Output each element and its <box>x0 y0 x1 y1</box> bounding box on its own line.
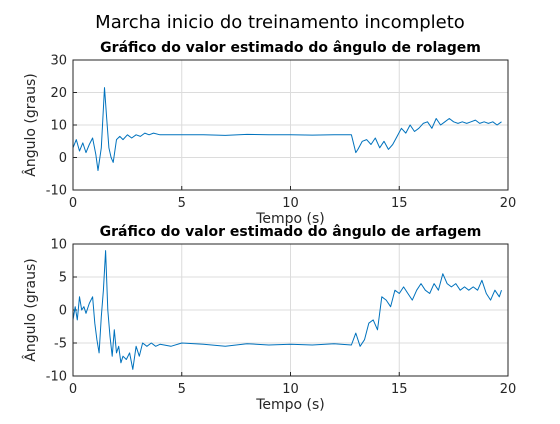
pitch-y-tick-label: 5 <box>59 271 67 286</box>
pitch-x-tick-label: 5 <box>178 382 186 397</box>
pitch-x-tick-label: 15 <box>391 382 408 397</box>
roll-angle-axes: Ângulo (graus) 0 5 10 15 20-100102030Gráfico… <box>21 40 516 227</box>
roll-x-tick-label: 5 <box>178 196 186 211</box>
pitch-x-axis-label: Tempo (s) <box>255 397 325 413</box>
pitch-x-tick-label: 10 <box>282 382 299 397</box>
roll-x-tick-label: 20 <box>500 196 517 211</box>
pitch-angle-axes: Ângulo (graus) 0 5 10 15 20 -10 -5 0 5 10 Gráfico … <box>21 224 516 413</box>
roll-y-tick-label: 30 <box>50 54 67 69</box>
roll-y-tick-label: 10 <box>50 119 67 134</box>
pitch-y-tick-label: -10 <box>46 370 67 385</box>
roll-x-tick-label: 15 <box>391 196 408 211</box>
roll-series-line <box>72 87 502 171</box>
pitch-x-tick-label: 0 <box>69 382 77 397</box>
pitch-y-tick-label: -5 <box>54 337 67 352</box>
pitch-y-axis-label: Ângulo (graus) <box>21 258 39 361</box>
roll-x-axis-label: Tempo (s) <box>255 211 325 227</box>
pitch-y-tick-label: 10 <box>50 238 67 253</box>
roll-x-tick-label: 0 <box>69 196 77 211</box>
roll-chart-title: Gráfico do valor estimado do ângulo de r… <box>100 40 481 56</box>
roll-y-tick-label: 0 <box>59 151 67 166</box>
pitch-series-line <box>72 250 502 370</box>
roll-axes-box <box>72 59 509 191</box>
roll-y-axis-label: Ângulo (graus) <box>21 73 39 176</box>
figure-suptitle: Marcha inicio do treinamento incompleto <box>95 12 465 33</box>
roll-y-tick-label: -10 <box>46 184 67 199</box>
pitch-chart-title: Gráfico do valor estimado do ângulo de a… <box>100 224 482 240</box>
pitch-x-tick-label: 20 <box>500 382 517 397</box>
pitch-axes-box <box>72 243 509 377</box>
pitch-y-tick-label: 0 <box>59 304 67 319</box>
roll-y-tick-label: 20 <box>50 86 67 101</box>
roll-x-tick-label: 10 <box>282 196 299 211</box>
